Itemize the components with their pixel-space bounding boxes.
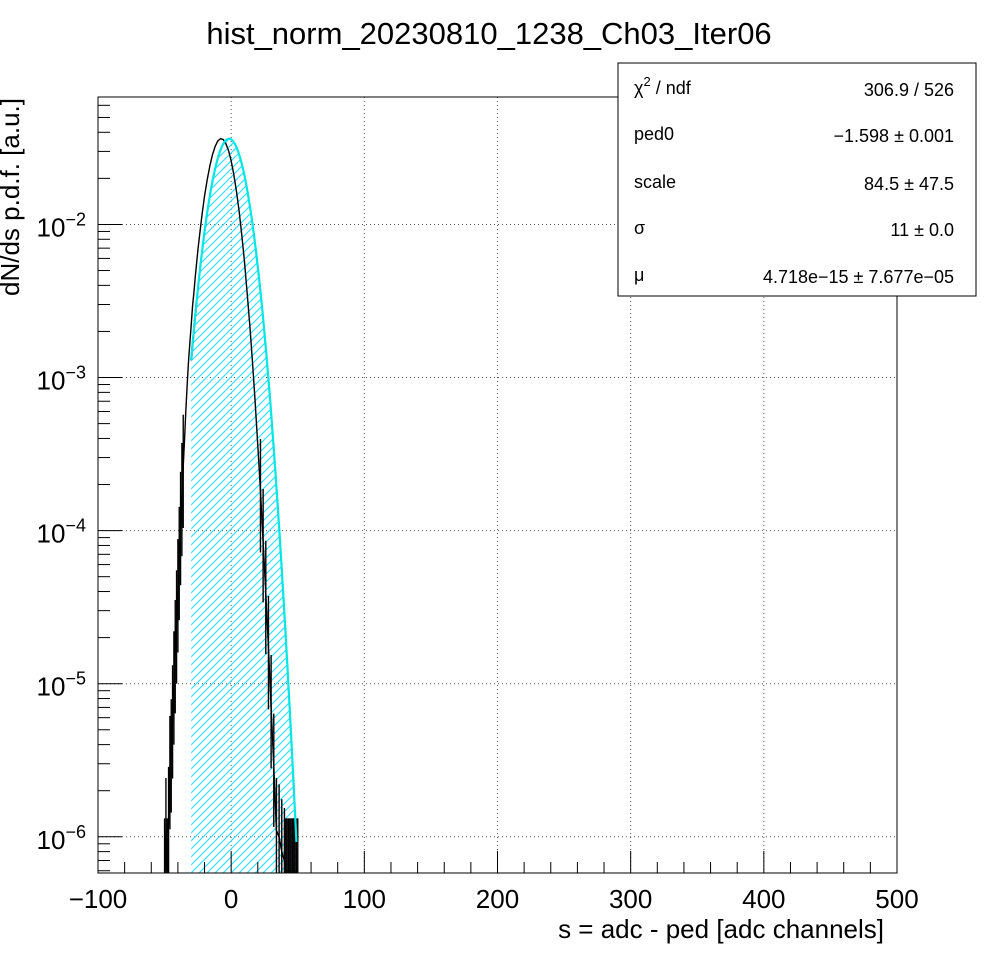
stats-name-rest: / ndf: [651, 78, 692, 98]
stats-row-value: 4.718e−15 ± 7.677e−05: [763, 267, 954, 287]
x-tick-label: 200: [476, 884, 519, 914]
y-tick-label: 10−5: [37, 669, 86, 702]
stats-row-name: σ: [634, 218, 645, 238]
x-tick-label: 300: [609, 884, 652, 914]
y-tick-labels: 10−210−310−410−510−6: [37, 209, 86, 854]
stats-box-frame: [617, 62, 977, 297]
axis-ticks: [97, 104, 898, 873]
y-tick-base: 10: [37, 825, 66, 855]
y-tick-base: 10: [37, 672, 66, 702]
y-tick-label: 10−2: [37, 209, 86, 242]
x-tick-label: 100: [343, 884, 386, 914]
y-tick-exponent: −6: [65, 822, 86, 842]
y-tick-label: 10−6: [37, 822, 86, 855]
y-tick-exponent: −5: [65, 669, 86, 689]
stats-row-value: −1.598 ± 0.001: [834, 126, 954, 146]
fit-statistics-box: χ2 / ndf 306.9 / 526 ped0 −1.598 ± 0.001 sca…: [617, 62, 977, 297]
x-tick-label: 400: [742, 884, 785, 914]
stats-name-superscript: 2: [643, 74, 650, 89]
y-tick-label: 10−3: [37, 363, 86, 396]
x-tick-label: 500: [875, 884, 918, 914]
y-tick-exponent: −3: [65, 363, 86, 383]
plot-area: [163, 137, 299, 873]
stats-row-name: χ2 / ndf: [634, 74, 692, 98]
x-tick-labels: −100 0 100 200 300 400 500: [69, 884, 919, 914]
stats-name-base: σ: [634, 218, 645, 238]
x-tick-label: 0: [224, 884, 238, 914]
y-tick-base: 10: [37, 212, 66, 242]
x-axis-label: s = adc - ped [adc channels]: [558, 914, 884, 944]
stats-row-name: scale: [634, 172, 676, 192]
y-tick-base: 10: [37, 519, 66, 549]
stats-name-base: χ: [634, 78, 644, 98]
y-tick-exponent: −4: [65, 516, 86, 536]
y-tick-base: 10: [37, 366, 66, 396]
y-axis-label: dN/ds p.d.f. [a.u.]: [0, 98, 25, 296]
fit-curve: [190, 137, 298, 843]
stats-row-value: 84.5 ± 47.5: [864, 174, 954, 194]
stats-row-value: 11 ± 0.0: [890, 220, 954, 240]
x-tick-label: −100: [69, 884, 128, 914]
stats-row-name: μ: [634, 265, 644, 285]
stats-name-base: μ: [634, 265, 644, 285]
stats-name-base: ped0: [634, 124, 674, 144]
stats-row-value: 306.9 / 526: [864, 80, 954, 100]
y-tick-exponent: −2: [65, 209, 86, 229]
chart-title: hist_norm_20230810_1238_Ch03_Iter06: [206, 16, 771, 51]
y-tick-label: 10−4: [37, 516, 86, 549]
stats-row-name: ped0: [634, 124, 674, 144]
stats-name-base: scale: [634, 172, 676, 192]
